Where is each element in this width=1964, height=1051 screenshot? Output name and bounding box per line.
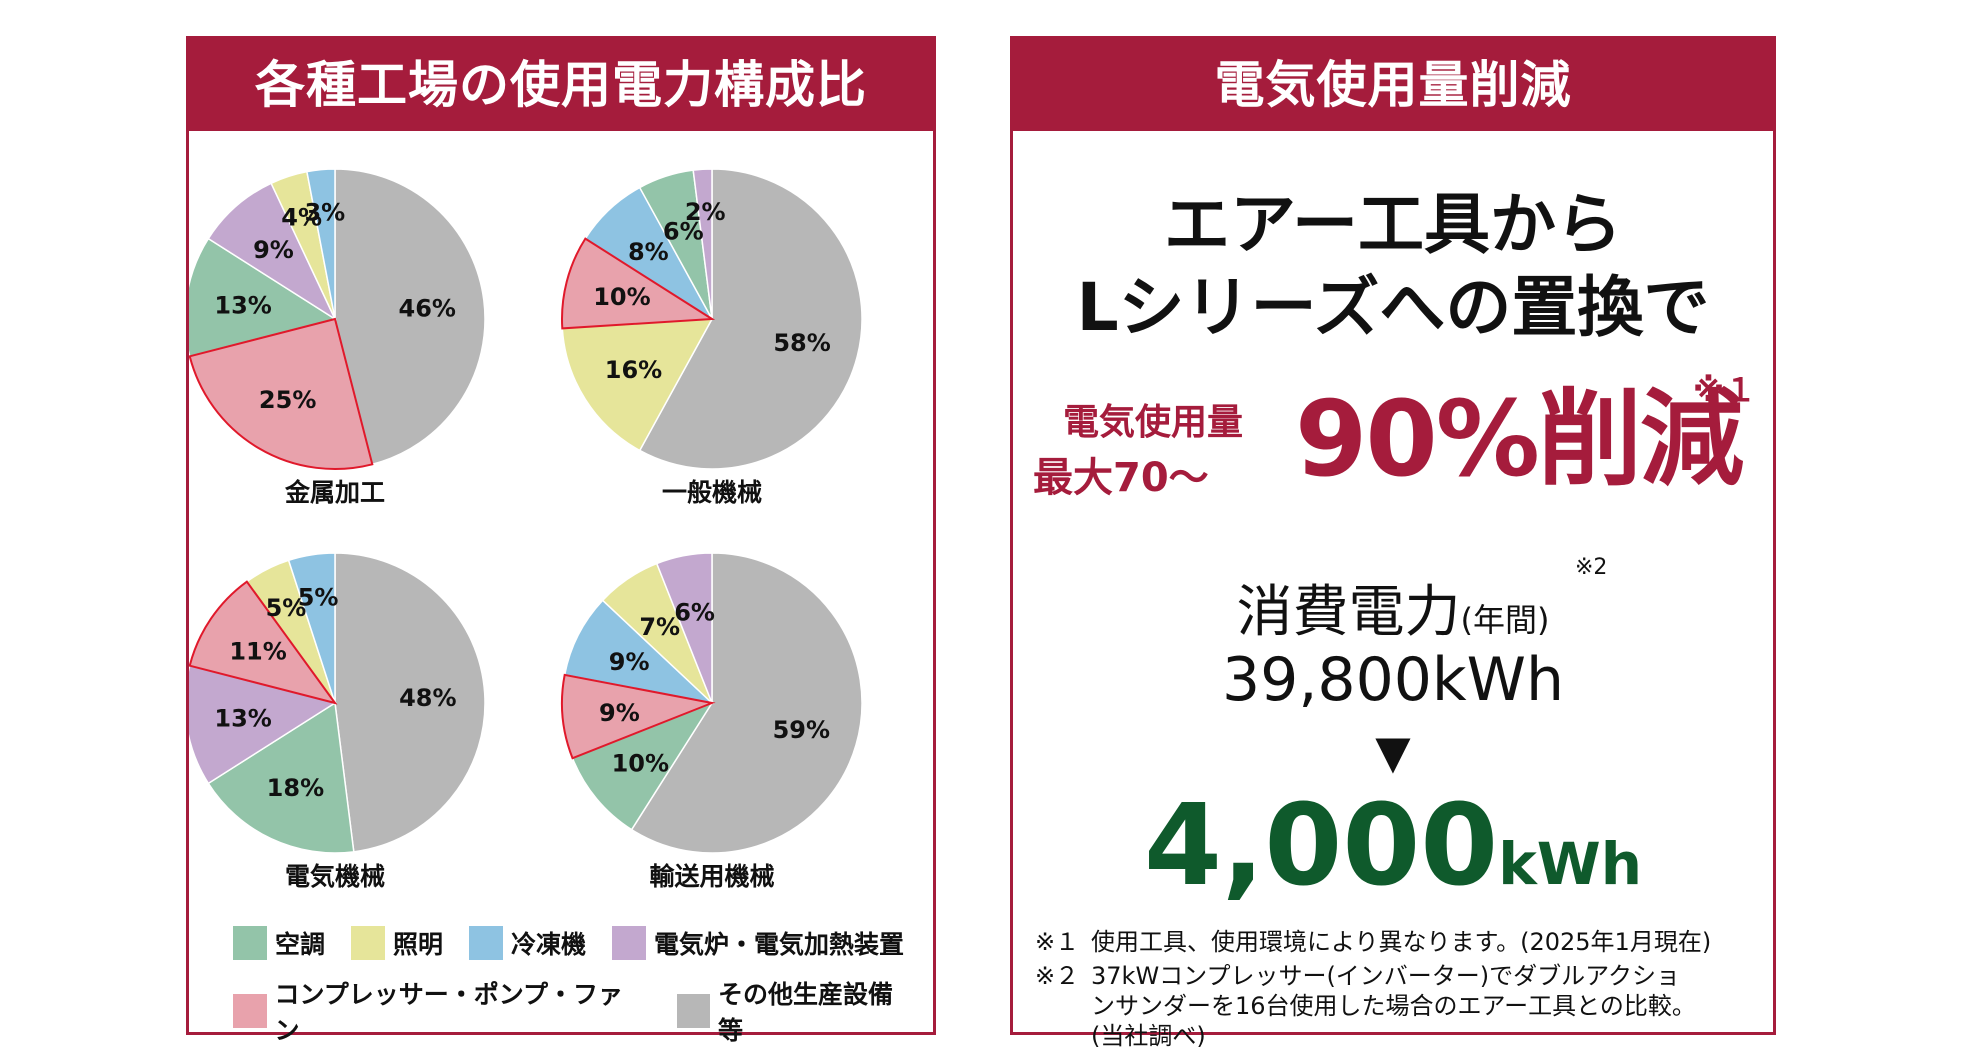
pie-slice-label: 11% <box>229 638 286 666</box>
pie-slice-air-conditioning <box>571 701 714 831</box>
pie-slice-refrigerator <box>306 168 336 320</box>
pie-slice-label: 13% <box>214 705 271 733</box>
pie-slice-label: 6% <box>663 218 704 246</box>
footnote-mark: ※１ <box>1035 928 1080 956</box>
pie-slice-other <box>638 168 863 470</box>
reduction-panel-title: 電気使用量削減 <box>1013 39 1773 131</box>
legend-swatch <box>233 926 267 960</box>
pie-slice-label: 10% <box>612 749 669 777</box>
composition-panel: 各種工場の使用電力構成比 46% 25% 13% 9% 4% 3% 金属加工 58% 16% 10… <box>186 36 936 1045</box>
pie-slice-other <box>630 552 863 854</box>
consumption-title-text: 消費電力 <box>1236 580 1461 645</box>
legend-label: その他生産設備等 <box>717 980 893 1045</box>
legend-row-2: コンプレッサー・ポンプ・ファン その他生産設備等 <box>233 975 933 1047</box>
legend-item-other: その他生産設備等 <box>676 975 916 1047</box>
pie-slice-electric-furnace <box>207 182 337 322</box>
pie-chart-title: 金属加工 <box>284 478 385 507</box>
pie-chart-4: 59% 10% 9% 9% 7%6% 輸送用機械 <box>561 552 863 891</box>
pie-slice-lighting <box>561 318 714 452</box>
legend-item-air-conditioning: 空調 <box>233 925 325 961</box>
legend-swatch <box>351 926 386 960</box>
headline-line-2: Lシリーズへの置換で <box>1076 269 1710 346</box>
pie-slice-label: 25% <box>259 386 316 414</box>
pie-slice-other <box>334 552 486 853</box>
pie-slice-electric-furnace <box>189 664 337 785</box>
pie-slice-compressor <box>561 237 716 330</box>
footnote-1: ※１ 使用工具、使用環境により異なります。(2025年1月現在) <box>1035 927 1711 957</box>
legend-label: 照明 <box>393 930 444 959</box>
pie-slice-label: 10% <box>593 283 650 311</box>
pie-slice-label: 3% <box>304 198 345 226</box>
pie-slice-label: 9% <box>253 236 294 264</box>
legend-swatch <box>612 926 647 960</box>
pie-chart-title: 一般機械 <box>662 478 762 507</box>
reduction-value: 90%削減 <box>1295 378 1744 500</box>
pie-slice-label: 5% <box>266 594 307 622</box>
legend-label: 電気炉・電気加熱装置 <box>654 930 905 959</box>
pie-slice-refrigerator <box>563 599 715 705</box>
pie-slice-label: 9% <box>609 648 650 676</box>
legend-label: コンプレッサー・ポンプ・ファン <box>274 980 624 1045</box>
pie-slice-label: 18% <box>267 774 324 802</box>
pie-slice-label: 2% <box>685 198 726 226</box>
pie-slice-compressor <box>189 317 374 470</box>
headline-line-1: エアー工具から <box>1163 186 1623 263</box>
legend-label: 冷凍機 <box>511 930 587 959</box>
pie-slice-air-conditioning <box>189 237 337 358</box>
footnote-mark: ※２ <box>1035 962 1080 990</box>
note-2-marker: ※2 <box>1575 555 1608 580</box>
footnote-text: 37kWコンプレッサー(インバーター)でダブルアクショ <box>1091 962 1680 990</box>
pie-slice-refrigerator <box>287 552 336 704</box>
pie-slice-label: 13% <box>214 291 271 319</box>
pie-chart-title: 電気機械 <box>285 862 385 891</box>
before-value: 39,800kWh <box>1221 645 1565 715</box>
reduction-label-line-2: 最大70～ <box>1033 455 1209 501</box>
legend-label: 空調 <box>275 930 326 959</box>
down-arrow-icon: ▼ <box>1375 725 1411 779</box>
legend-row-1: 空調 照明 冷凍機 電気炉・電気加熱装置 <box>233 925 922 961</box>
legend-item-refrigerator: 冷凍機 <box>469 925 586 961</box>
consumption-title: 消費電力(年間) <box>1013 567 1773 648</box>
after-unit: kWh <box>1498 830 1643 898</box>
pie-slice-label: 59% <box>773 716 830 744</box>
legend-swatch <box>676 994 710 1028</box>
pie-slice-label: 7% <box>639 613 680 641</box>
pie-slice-compressor <box>561 673 716 760</box>
pie-chart-2: 58% 16% 10% 8%6%2% 一般機械 <box>561 168 863 507</box>
reduction-label-line-1: 電気使用量 <box>1062 402 1243 443</box>
legend-item-lighting: 照明 <box>351 925 443 961</box>
pie-slice-label: 46% <box>399 294 456 322</box>
footnote-2-cont-1: ンサンダーを16台使用した場合のエアー工具との比較。 <box>1091 992 1696 1020</box>
legend-item-electric-furnace: 電気炉・電気加熱装置 <box>612 925 904 961</box>
pie-slice-electric-furnace <box>655 552 713 704</box>
reduction-panel: 電気使用量削減 エアー工具から Lシリーズへの置換で ※１ 電気使用量 最大70… <box>1010 36 1776 1050</box>
pie-slice-label: 58% <box>773 329 830 357</box>
pie-slice-label: 48% <box>399 684 456 712</box>
consumption-period: (年間) <box>1460 601 1550 639</box>
pie-slice-compressor <box>189 580 338 705</box>
pie-slice-label: 5% <box>298 583 339 611</box>
legend-swatch <box>233 994 267 1028</box>
pie-slice-label: 16% <box>605 356 662 384</box>
pie-slice-electric-furnace <box>692 168 713 320</box>
pie-slice-other <box>334 168 486 466</box>
after-value-wrap: 4,000kWh <box>1013 781 1773 911</box>
footnote-2: ※２ 37kWコンプレッサー(インバーター)でダブルアクショ <box>1035 961 1680 991</box>
pie-slice-label: 6% <box>674 599 715 627</box>
pie-charts: 46%25%13%9%4%3%金属加工58%16%10%8%6%2%一般機械48… <box>189 168 863 891</box>
legend-item-compressor: コンプレッサー・ポンプ・ファン <box>233 975 643 1047</box>
pie-chart-1: 46% 25% 13% 9% 4%3% 金属加工 <box>189 168 486 507</box>
footnote-text: 使用工具、使用環境により異なります。(2025年1月現在) <box>1091 928 1712 956</box>
pie-slice-label: 4% <box>281 203 322 231</box>
pie-chart-title: 輸送用機械 <box>649 862 774 891</box>
after-value: 4,000 <box>1143 781 1499 911</box>
pie-slice-air-conditioning <box>207 701 355 854</box>
pie-slice-label: 9% <box>599 699 640 727</box>
pie-chart-3: 48% 18% 13% 11% 5%5% 電気機械 <box>189 552 486 891</box>
pie-slice-label: 8% <box>628 238 669 266</box>
composition-panel-title: 各種工場の使用電力構成比 <box>189 39 933 131</box>
legend-swatch <box>469 926 504 960</box>
note-1-marker: ※１ <box>1693 371 1757 409</box>
footnote-2-cont-2: (当社調べ) <box>1091 1022 1206 1050</box>
